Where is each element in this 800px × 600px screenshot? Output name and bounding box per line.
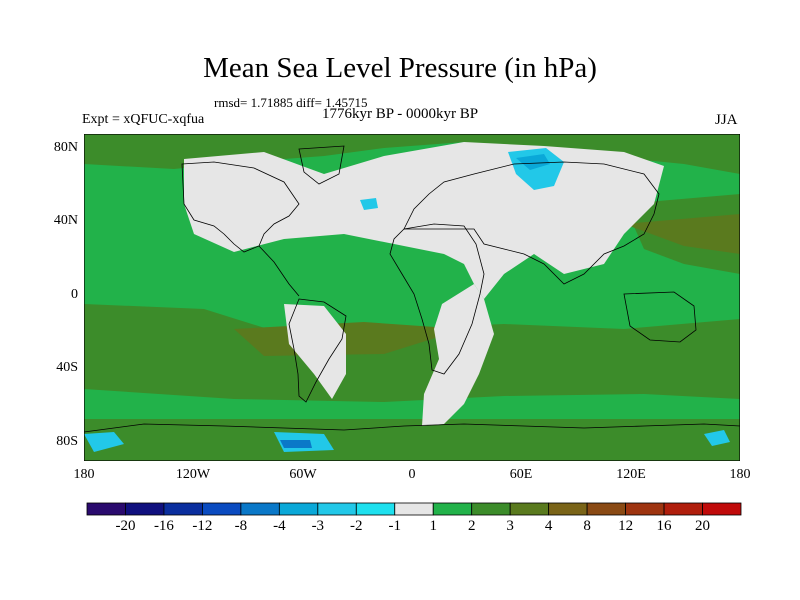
period-label: 1776kyr BP - 0000kyr BP [322, 106, 479, 122]
colorbar-label: 16 [656, 518, 672, 534]
colorbar-swatch [471, 502, 511, 516]
x-tick-label: 0 [408, 467, 416, 482]
pressure-map [84, 134, 740, 461]
y-tick-label: 0 [71, 287, 78, 302]
colorbar-swatch [625, 502, 665, 516]
x-tick-label: 120E [616, 467, 646, 482]
y-tick-label: 80S [56, 434, 78, 449]
colorbar-label: 20 [695, 518, 711, 534]
colorbar-swatch [240, 502, 280, 516]
colorbar-swatch [586, 502, 626, 516]
colorbar-label: 4 [544, 518, 553, 534]
colorbar-label: -1 [388, 518, 402, 534]
colorbar-label: -4 [273, 518, 286, 534]
colorbar-swatch [317, 502, 357, 516]
x-tick-label: 180 [73, 467, 95, 482]
x-tick-label: 60E [509, 467, 533, 482]
coastlines [84, 145, 740, 433]
colorbar-label: -8 [234, 518, 248, 534]
colorbar [86, 502, 742, 516]
colorbar-swatch [394, 502, 434, 516]
colorbar-swatch [548, 502, 588, 516]
colorbar-swatch [86, 502, 126, 516]
anomaly-fields [84, 134, 740, 461]
colorbar-swatch [432, 502, 473, 516]
colorbar-label: -16 [153, 518, 174, 534]
colorbar-swatch [278, 502, 319, 516]
colorbar-label: 2 [467, 518, 476, 534]
colorbar-label: -20 [115, 518, 136, 534]
chart-title: Mean Sea Level Pressure (in hPa) [203, 52, 597, 84]
rmsd-diff-stats: rmsd= 1.71885 diff= 1.45715 [214, 95, 368, 110]
colorbar-swatch [202, 502, 242, 516]
x-tick-label: 120W [175, 467, 211, 482]
y-tick-label: 40N [53, 213, 78, 228]
season-label: JJA [715, 112, 738, 128]
colorbar-swatch [663, 502, 703, 516]
colorbar-swatch [702, 502, 742, 516]
colorbar-label: 1 [429, 518, 437, 534]
colorbar-label: -3 [311, 518, 325, 534]
colorbar-label: -2 [350, 518, 363, 534]
y-tick-label: 40S [56, 360, 78, 375]
colorbar-swatch [509, 502, 550, 516]
x-tick-label: 180 [729, 467, 751, 482]
experiment-label: Expt = xQFUC-xqfua [82, 112, 205, 127]
colorbar-label: 3 [506, 518, 514, 534]
colorbar-swatch [355, 502, 396, 516]
colorbar-swatch [125, 502, 165, 516]
colorbar-swatch [163, 502, 203, 516]
colorbar-label: 12 [618, 518, 634, 534]
colorbar-label: -12 [192, 518, 213, 534]
y-tick-label: 80N [53, 140, 78, 155]
x-tick-label: 60W [289, 467, 317, 482]
colorbar-label: 8 [583, 518, 591, 534]
